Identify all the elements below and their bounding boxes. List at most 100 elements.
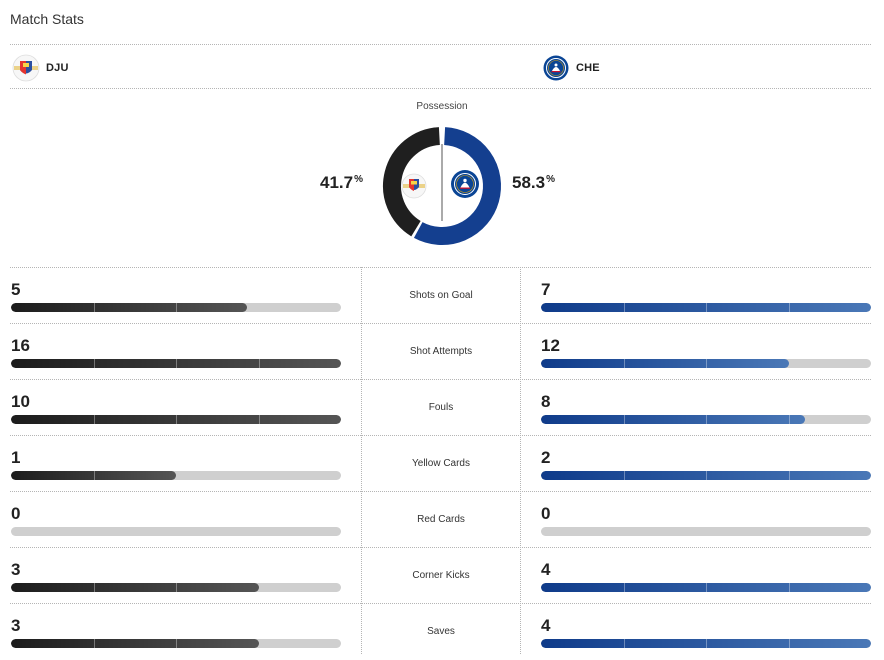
home-stat-value: 10: [11, 392, 30, 411]
divider: [10, 379, 871, 380]
stat-name: Shot Attempts: [409, 346, 473, 357]
home-stat-bar: [11, 471, 341, 480]
away-stat-bar-fill: [541, 303, 871, 312]
home-team[interactable]: DJU: [12, 54, 69, 82]
bar-segment-tick: [788, 303, 790, 312]
bar-segment-tick: [176, 639, 177, 648]
bar-segment-tick: [706, 639, 707, 648]
bar-segment-tick: [788, 471, 790, 480]
bar-segment-tick: [706, 583, 707, 592]
home-stat-bar-fill: [11, 583, 259, 592]
bar-segment-tick: [623, 303, 625, 312]
bar-segment-tick: [176, 359, 177, 368]
away-stat-bar: [541, 583, 871, 592]
away-stat-value: 8: [541, 392, 551, 411]
bar-segment-tick: [788, 415, 790, 424]
stat-row: 1 Yellow Cards 2: [0, 436, 884, 492]
away-stat-bar: [541, 415, 871, 424]
bar-segment-tick: [706, 303, 707, 312]
bar-segment-tick: [93, 639, 95, 648]
bar-segment-tick: [623, 359, 625, 368]
stat-name: Shots on Goal: [409, 290, 473, 301]
divider: [10, 88, 871, 89]
stat-name: Saves: [427, 626, 455, 637]
divider: [10, 323, 871, 324]
away-stat-bar-fill: [541, 583, 871, 592]
bar-segment-tick: [93, 303, 95, 312]
percent-unit: %: [546, 174, 555, 185]
home-possession-arc: [383, 127, 441, 237]
home-stat-bar-fill: [11, 303, 247, 312]
home-possession-value: 41.7%: [320, 173, 363, 193]
home-stat-value: 3: [11, 560, 21, 579]
home-team-abbr: DJU: [46, 62, 69, 74]
home-stat-bar: [11, 583, 341, 592]
bar-segment-tick: [176, 303, 177, 312]
stat-name: Fouls: [428, 402, 454, 413]
stat-row: 10 Fouls 8: [0, 380, 884, 436]
divider: [10, 547, 871, 548]
stat-row: 0 Red Cards 0: [0, 492, 884, 548]
djurgarden-crest-icon: [401, 173, 427, 199]
home-stat-value: 16: [11, 336, 30, 355]
divider: [10, 267, 871, 268]
bar-segment-tick: [788, 639, 790, 648]
chelsea-crest-icon: [450, 169, 480, 199]
stat-name: Red Cards: [417, 514, 465, 525]
bar-segment-tick: [623, 583, 625, 592]
divider: [10, 491, 871, 492]
away-possession-arc: [413, 127, 501, 245]
away-stat-bar: [541, 527, 871, 536]
home-stat-bar: [11, 303, 341, 312]
bar-segment-tick: [176, 415, 177, 424]
away-stat-value: 4: [541, 616, 551, 635]
home-stat-value: 3: [11, 616, 21, 635]
bar-segment-tick: [258, 359, 260, 368]
away-team[interactable]: CHE: [542, 54, 600, 82]
bar-segment-tick: [623, 639, 625, 648]
divider: [10, 435, 871, 436]
stat-row: 5 Shots on Goal 7: [0, 268, 884, 324]
away-stat-value: 12: [541, 336, 560, 355]
home-stat-bar-fill: [11, 359, 341, 368]
away-stat-bar-fill: [541, 415, 805, 424]
bar-segment-tick: [706, 359, 707, 368]
away-stat-bar: [541, 471, 871, 480]
away-stat-value: 4: [541, 560, 551, 579]
bar-segment-tick: [93, 359, 95, 368]
percent-unit: %: [354, 174, 363, 185]
stat-row: 3 Corner Kicks 4: [0, 548, 884, 604]
bar-segment-tick: [93, 471, 95, 480]
home-stat-bar-fill: [11, 471, 176, 480]
bar-segment-tick: [706, 415, 707, 424]
divider: [10, 44, 871, 45]
bar-segment-tick: [258, 415, 260, 424]
bar-segment-tick: [623, 415, 625, 424]
home-possession-number: 41.7: [320, 173, 354, 192]
away-stat-bar: [541, 639, 871, 648]
home-stat-bar-fill: [11, 415, 341, 424]
djurgarden-crest-icon: [12, 54, 40, 82]
away-team-abbr: CHE: [576, 62, 600, 74]
away-stat-bar: [541, 303, 871, 312]
away-stat-bar: [541, 359, 871, 368]
bar-segment-tick: [176, 583, 177, 592]
away-stat-bar-fill: [541, 639, 871, 648]
away-stat-value: 2: [541, 448, 551, 467]
bar-segment-tick: [93, 415, 95, 424]
home-stat-bar: [11, 527, 341, 536]
home-stat-bar: [11, 415, 341, 424]
chelsea-crest-icon: [542, 54, 570, 82]
home-stat-value: 1: [11, 448, 21, 467]
bar-segment-tick: [623, 471, 625, 480]
away-possession-number: 58.3: [512, 173, 546, 192]
column-divider: [520, 267, 521, 654]
away-possession-value: 58.3%: [512, 173, 555, 193]
divider: [10, 603, 871, 604]
home-stat-value: 5: [11, 280, 21, 299]
stat-row: 3 Saves 4: [0, 604, 884, 660]
possession-label: Possession: [416, 101, 468, 112]
home-stat-bar: [11, 359, 341, 368]
column-divider: [361, 267, 362, 654]
possession-donut-chart: [383, 127, 501, 245]
